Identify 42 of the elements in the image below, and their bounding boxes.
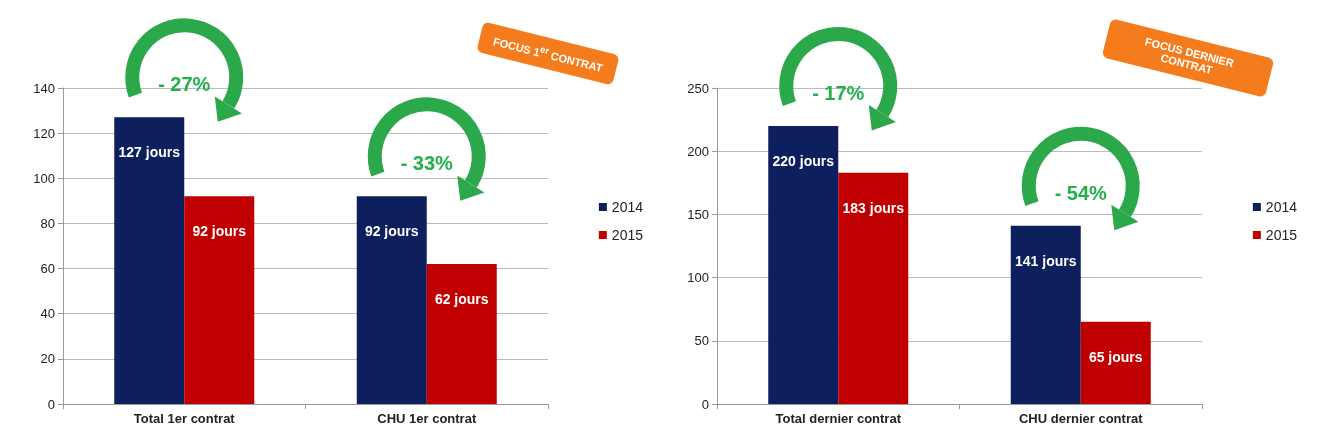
bar — [114, 117, 185, 404]
data-label: 141 jours — [1015, 252, 1077, 269]
bar — [356, 196, 427, 404]
data-label: 127 jours — [118, 144, 181, 161]
x-tick-label: CHU 1er contrat — [377, 411, 477, 426]
y-tick-label: 100 — [687, 270, 709, 286]
y-tick-label: 60 — [40, 261, 55, 277]
data-label: 183 jours — [842, 199, 905, 216]
y-tick-label: 0 — [47, 396, 55, 412]
y-tick-label: 200 — [687, 143, 709, 159]
y-tick-label: 40 — [40, 306, 55, 322]
data-label: 92 jours — [192, 223, 247, 240]
x-tick-label: Total dernier contrat — [775, 411, 902, 426]
y-tick-label: 140 — [33, 80, 55, 96]
bar — [768, 125, 839, 404]
y-tick-label: 50 — [694, 333, 709, 349]
data-label: 62 jours — [434, 291, 489, 308]
legend-label: 2015 — [1265, 227, 1298, 243]
annotation: - 33% — [399, 152, 454, 176]
x-tick-label: Total 1er contrat — [133, 411, 236, 426]
y-tick-label: 250 — [687, 80, 709, 96]
y-tick-label: 120 — [33, 125, 55, 141]
x-tick-label: CHU dernier contrat — [1018, 411, 1144, 426]
data-label: 65 jours — [1088, 348, 1143, 365]
y-tick-label: 20 — [40, 351, 55, 367]
legend-label: 2014 — [611, 199, 644, 215]
annotation: - 54% — [1053, 181, 1108, 205]
bar — [1080, 321, 1151, 404]
annotation: - 27% — [157, 73, 212, 97]
y-tick-label: 0 — [701, 396, 709, 412]
y-tick-label: 150 — [687, 206, 709, 222]
bar — [426, 264, 497, 404]
data-label: 220 jours — [772, 152, 835, 169]
legend-label: 2014 — [1265, 199, 1298, 215]
legend-label: 2015 — [611, 227, 644, 243]
y-tick-label: 100 — [33, 170, 55, 186]
bar — [1010, 225, 1081, 404]
bar — [838, 172, 909, 404]
data-label: 92 jours — [364, 223, 419, 240]
annotation: - 17% — [811, 81, 866, 105]
y-tick-label: 80 — [40, 215, 55, 231]
bar — [184, 196, 255, 404]
